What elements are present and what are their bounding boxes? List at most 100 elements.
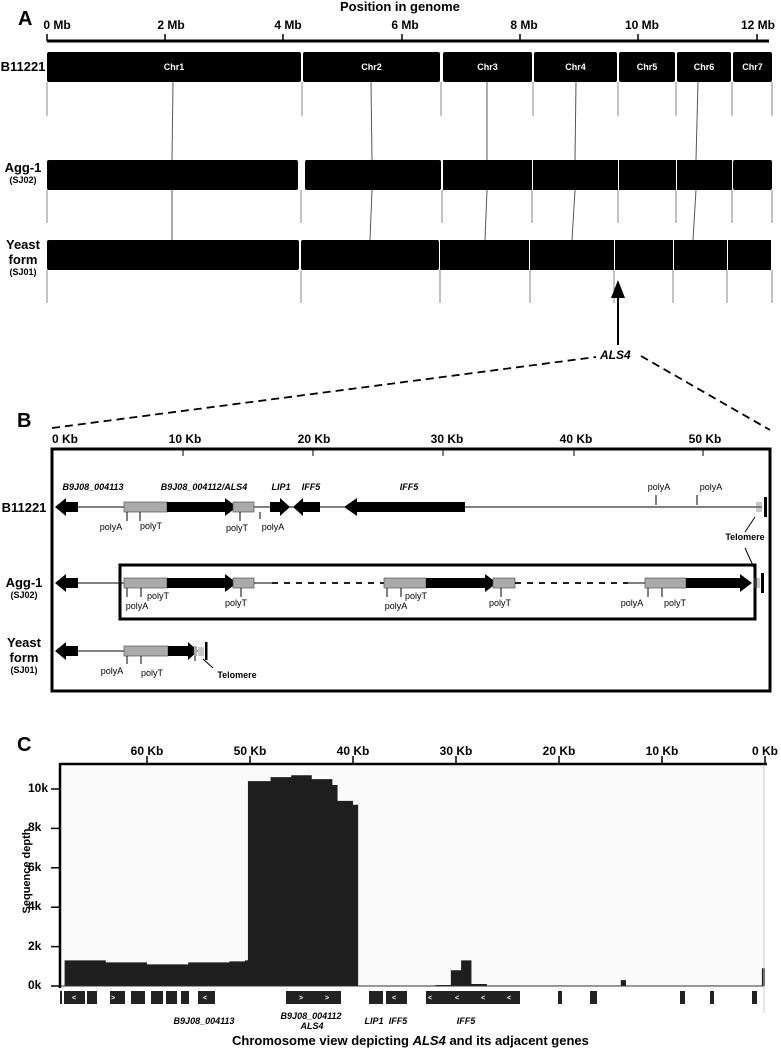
row-sub: (SJ01) xyxy=(10,665,38,675)
axis-a-tick-8: 8 Mb xyxy=(510,18,538,32)
y-tick-label: 0k xyxy=(28,978,42,992)
row-name: Agg-1 xyxy=(4,160,42,175)
polya-label: polyA xyxy=(647,482,671,492)
polyt-label: polyT xyxy=(488,598,512,608)
svg-text:<: < xyxy=(507,995,511,1002)
x-tick-label: 60 Kb xyxy=(130,744,164,758)
svg-text:<: < xyxy=(428,995,432,1002)
axis-b-tick-0: 0 Kb xyxy=(51,432,79,446)
axis-b-tick-50: 50 Kb xyxy=(688,432,722,446)
polya-label: polyA xyxy=(261,522,285,532)
row-sub: (SJ02) xyxy=(9,175,37,185)
gene-label-iff5-b: IFF5 xyxy=(399,482,419,492)
svg-text:<: < xyxy=(203,995,207,1002)
polyt-label: polyT xyxy=(404,591,428,601)
chr1-block: Chr1 xyxy=(47,52,301,82)
gene-label-004113: B9J08_004113 xyxy=(62,482,124,492)
track-label-iff5-a: IFF5 xyxy=(388,1016,408,1026)
gene-label-lip1: LIP1 xyxy=(271,482,291,492)
polya-label: polyA xyxy=(384,601,408,611)
polya-label: polyA xyxy=(125,601,149,611)
caption-gene: ALS4 xyxy=(412,1033,446,1048)
svg-text:<: < xyxy=(455,995,459,1002)
svg-text:>: > xyxy=(325,995,329,1002)
als4-arrow-label: ALS4 xyxy=(600,348,631,362)
chr2-block: Chr2 xyxy=(303,52,440,82)
gene-label-004112-als4: B9J08_004112/ALS4 xyxy=(160,482,248,492)
polya-label: polyA xyxy=(99,522,123,532)
y-tick-label: 10k xyxy=(28,781,49,795)
axis-b-tick-30: 30 Kb xyxy=(430,432,464,446)
axis-b-tick-20: 20 Kb xyxy=(297,432,331,446)
axis-a-tick-12: 12 Mb xyxy=(740,18,776,32)
y-tick-label: 6k xyxy=(28,859,42,874)
panel-b-letter: B xyxy=(17,410,32,432)
coverage-area xyxy=(64,775,766,986)
axis-a-tick-6: 6 Mb xyxy=(391,18,419,32)
chr4-block: Chr4 xyxy=(534,52,617,82)
axis-a-tick-4: 4 Mb xyxy=(274,18,302,32)
telomere-label: Telomere xyxy=(725,532,765,542)
row-sub: (SJ01) xyxy=(9,267,37,277)
polyt-label: polyT xyxy=(224,598,248,608)
x-tick-label: 30 Kb xyxy=(439,744,473,758)
chr3-block: Chr3 xyxy=(443,52,532,82)
row-name: Yeast form xyxy=(6,237,40,267)
panel-b-row-yeast: Yeast form (SJ01) xyxy=(0,635,48,676)
svg-text:<: < xyxy=(72,995,76,1002)
track-label-004113: B9J08_004113 xyxy=(173,1016,235,1026)
panel-a-row-yeast: Yeast form (SJ01) xyxy=(0,237,46,278)
polya-label: polyA xyxy=(699,482,723,492)
chr6-block: Chr6 xyxy=(677,52,731,82)
y-tick-label: 4k xyxy=(28,899,42,914)
y-tick-label: 8k xyxy=(28,820,42,835)
row-name: Agg-1 xyxy=(5,575,43,590)
axis-a-tick-0: 0 Mb xyxy=(43,18,71,32)
x-tick-label: 0 Kb xyxy=(751,744,779,758)
panel-a-letter: A xyxy=(18,8,33,30)
polyt-label: polyT xyxy=(225,523,249,533)
svg-text:<: < xyxy=(481,995,485,1002)
gene-label-iff5-a: IFF5 xyxy=(301,482,321,492)
svg-text:>: > xyxy=(299,995,303,1002)
axis-b-tick-40: 40 Kb xyxy=(559,432,593,446)
caption-pre: Chromosome view depicting xyxy=(232,1033,413,1048)
row-name: B11221 xyxy=(1,500,47,515)
panel-a-row-b11221: B11221 xyxy=(0,59,46,74)
track-label-iff5-b: IFF5 xyxy=(456,1016,476,1026)
x-tick-label: 10 Kb xyxy=(645,744,679,758)
track-label-004112: B9J08_004112 xyxy=(280,1011,342,1021)
polyt-label: polyT xyxy=(663,598,687,608)
panel-c-caption: Chromosome view depicting ALS4 and its a… xyxy=(232,1033,589,1048)
svg-text:>: > xyxy=(111,995,115,1002)
panel-a-title: Position in genome xyxy=(340,0,460,14)
polyt-label: polyT xyxy=(146,591,170,601)
panel-a-row-agg1: Agg-1 (SJ02) xyxy=(0,160,46,186)
chr7-block: Chr7 xyxy=(733,52,772,82)
polya-label: polyA xyxy=(620,598,644,608)
x-tick-label: 20 Kb xyxy=(542,744,576,758)
axis-a-tick-10: 10 Mb xyxy=(624,18,660,32)
panel-c-letter: C xyxy=(17,734,32,756)
axis-a-tick-2: 2 Mb xyxy=(157,18,185,32)
track-label-lip1: LIP1 xyxy=(364,1016,384,1026)
panel-b-row-agg1: Agg-1 (SJ02) xyxy=(0,575,48,601)
x-tick-label: 40 Kb xyxy=(336,744,370,758)
caption-post: and its adjacent genes xyxy=(445,1033,589,1048)
row-name: Yeast form xyxy=(7,635,41,665)
x-tick-label: 50 Kb xyxy=(233,744,267,758)
chr5-block: Chr5 xyxy=(619,52,675,82)
track-label-als4: ALS4 xyxy=(300,1021,324,1031)
row-sub: (SJ02) xyxy=(10,590,38,600)
y-tick-label: 2k xyxy=(28,938,42,953)
polya-label: polyA xyxy=(100,666,124,676)
row-name: B11221 xyxy=(0,59,46,74)
telomere-label: Telomere xyxy=(217,670,257,680)
polyt-label: polyT xyxy=(140,668,164,678)
polyt-label: polyT xyxy=(139,521,163,531)
axis-b-tick-10: 10 Kb xyxy=(168,432,202,446)
svg-text:<: < xyxy=(392,995,396,1002)
